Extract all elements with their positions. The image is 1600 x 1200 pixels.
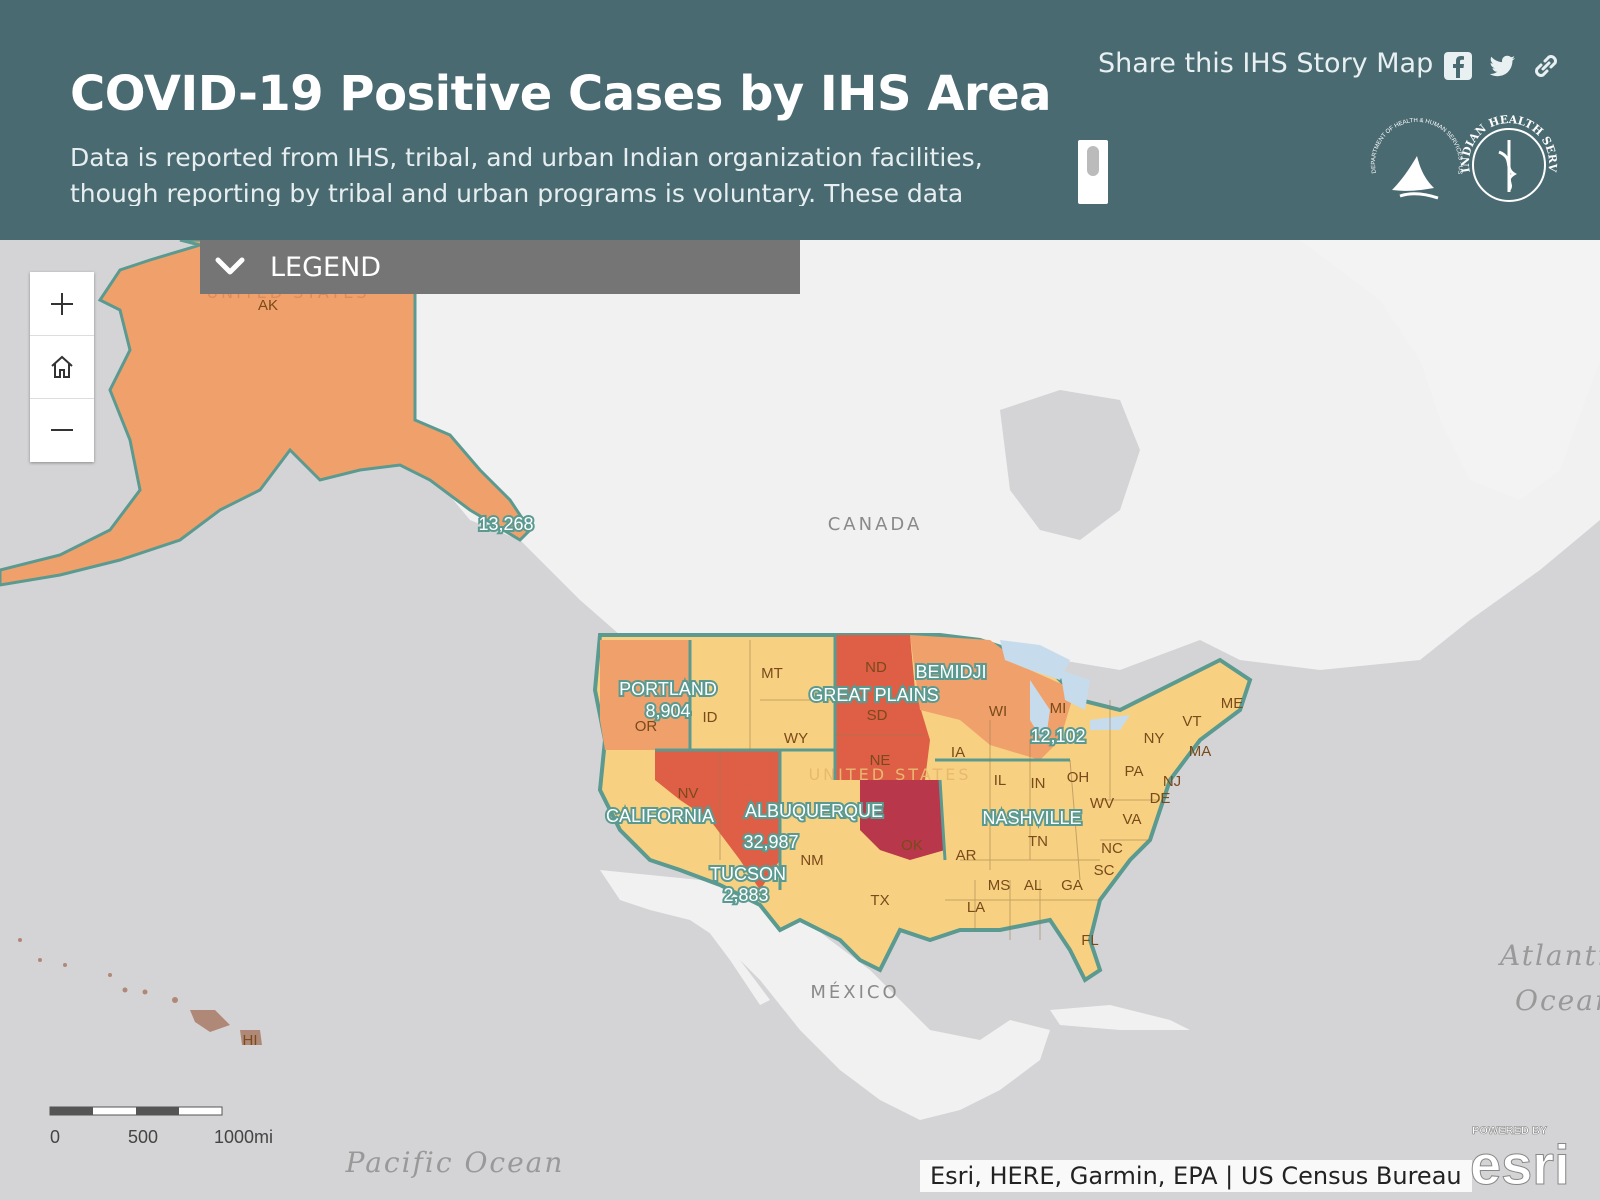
state-label-in: IN (1031, 775, 1046, 792)
state-label-ak: AK (258, 297, 278, 314)
home-button[interactable] (30, 335, 94, 399)
twitter-icon[interactable] (1486, 50, 1518, 82)
esri-logo[interactable]: POWERED BY esri (1466, 1122, 1590, 1192)
canada-landmass (380, 240, 1600, 670)
plus-icon (51, 292, 73, 315)
country-label-canada: CANADA (828, 514, 923, 535)
state-label-nj: NJ (1163, 773, 1181, 790)
state-label-mt: MT (761, 665, 783, 682)
state-label-nm: NM (800, 852, 823, 869)
baja-peninsula (690, 880, 770, 1005)
state-label-mi: MI (1050, 700, 1067, 717)
scale-label-0: 0 (50, 1127, 60, 1147)
ocean-label-pacific: Pacific Ocean (345, 1146, 565, 1179)
area-value-albuquerque: 32,987 (743, 832, 798, 852)
hhs-logo: DEPARTMENT OF HEALTH & HUMAN SERVICES · … (1362, 118, 1463, 200)
chevron-down-icon (215, 257, 245, 275)
state-label-nv: NV (678, 785, 699, 802)
state-label-id: ID (703, 709, 718, 726)
scale-label-1000: 1000mi (214, 1127, 273, 1147)
caribbean-islands (1050, 1005, 1190, 1030)
zoom-controls (30, 272, 94, 462)
bemidji-area[interactable] (910, 635, 1075, 760)
legend-toggle[interactable]: LEGEND (200, 240, 800, 294)
state-label-tx: TX (870, 892, 889, 909)
share-label: Share this IHS Story Map (1098, 48, 1434, 79)
area-label-california: CALIFORNIA (606, 806, 714, 826)
state-label-ga: GA (1061, 877, 1083, 894)
scrollbar-thumb[interactable] (1087, 146, 1099, 176)
greenland-landmass (1300, 240, 1600, 500)
state-label-wv: WV (1090, 795, 1114, 812)
state-label-sd: SD (867, 707, 888, 724)
svg-text:POWERED BY: POWERED BY (1472, 1125, 1548, 1137)
area-value-portland: 8,904 (645, 701, 690, 721)
indian-health-service-logo: INDIAN HEALTH SERVICE · PHS · 1955 (1454, 110, 1559, 202)
svg-text:INDIAN HEALTH SERVICE · PHS ·: INDIAN HEALTH SERVICE · PHS · 1955 (1454, 110, 1559, 174)
great-lakes (1000, 640, 1130, 745)
page-title: COVID-19 Positive Cases by IHS Area (70, 66, 1052, 122)
scale-bar: 0 500 1000mi (49, 1106, 273, 1147)
minus-icon (51, 428, 73, 431)
state-label-ok: OK (901, 837, 923, 854)
state-label-ne: NE (870, 752, 891, 769)
great-plains-area[interactable] (835, 635, 930, 780)
area-label-tucson: TUCSON (710, 864, 786, 884)
area-value-tucson: 2,883 (723, 885, 768, 905)
home-icon (51, 355, 73, 378)
legend-label: LEGEND (270, 252, 382, 283)
state-label-de: DE (1150, 790, 1171, 807)
description-scrollbar[interactable] (1078, 140, 1108, 204)
hudson-bay (1000, 390, 1140, 540)
state-label-or: OR (635, 718, 658, 735)
story-map-header: COVID-19 Positive Cases by IHS Area Data… (0, 0, 1600, 240)
state-label-wy: WY (784, 730, 808, 747)
area-label-great-plains: GREAT PLAINS (809, 685, 938, 705)
state-label-ar: AR (956, 847, 977, 864)
state-label-ny: NY (1144, 730, 1165, 747)
state-label-hi: HI (243, 1032, 258, 1049)
state-label-ms: MS (988, 877, 1011, 894)
state-label-la: LA (967, 899, 985, 916)
ocean-label-atlantic: Atlantic (1497, 939, 1600, 972)
state-label-ia: IA (951, 744, 965, 761)
state-label-va: VA (1123, 811, 1142, 828)
state-label-nd: ND (865, 659, 887, 676)
state-label-il: IL (994, 772, 1007, 789)
state-label-me: ME (1221, 695, 1244, 712)
phoenix-area[interactable] (655, 750, 780, 890)
zoom-out-button[interactable] (30, 398, 94, 461)
svg-text:esri: esri (1470, 1133, 1570, 1192)
state-label-sc: SC (1094, 862, 1115, 879)
area-value-bemidji: 12,102 (1030, 726, 1085, 746)
portland-area[interactable] (600, 640, 690, 750)
state-label-nc: NC (1101, 840, 1123, 857)
state-label-fl: FL (1081, 932, 1099, 949)
state-label-oh: OH (1067, 769, 1090, 786)
zoom-in-button[interactable] (30, 272, 94, 336)
alaska-area[interactable] (0, 240, 532, 587)
area-value-alaska: 13,268 (478, 514, 533, 534)
oklahoma-area[interactable] (860, 780, 945, 860)
state-label-wi: WI (989, 703, 1007, 720)
map-attribution: Esri, HERE, Garmin, EPA | US Census Bure… (920, 1160, 1472, 1192)
state-label-vt: VT (1182, 713, 1201, 730)
country-label-us: UNITED STATES (808, 765, 971, 784)
area-label-bemidji: BEMIDJI (915, 662, 986, 682)
scale-label-500: 500 (128, 1127, 158, 1147)
link-icon[interactable] (1530, 50, 1562, 82)
map-canvas[interactable]: CANADA MÉXICO UNITED STATES UNITED STATE… (0, 240, 1600, 1200)
state-label-al: AL (1024, 877, 1042, 894)
description-text[interactable]: Data is reported from IHS, tribal, and u… (70, 143, 983, 206)
country-label-mexico: MÉXICO (810, 981, 899, 1003)
state-label-ma: MA (1189, 743, 1212, 760)
state-label-tn: TN (1028, 833, 1048, 850)
area-label-albuquerque: ALBUQUERQUE (745, 801, 883, 821)
hawaii-islands[interactable] (18, 938, 262, 1045)
state-label-pa: PA (1125, 763, 1144, 780)
facebook-icon[interactable] (1442, 50, 1474, 82)
area-label-portland: PORTLAND (619, 679, 717, 699)
area-label-nashville: NASHVILLE (982, 808, 1081, 828)
ocean-label-atlantic-2: Ocean (1515, 984, 1600, 1017)
